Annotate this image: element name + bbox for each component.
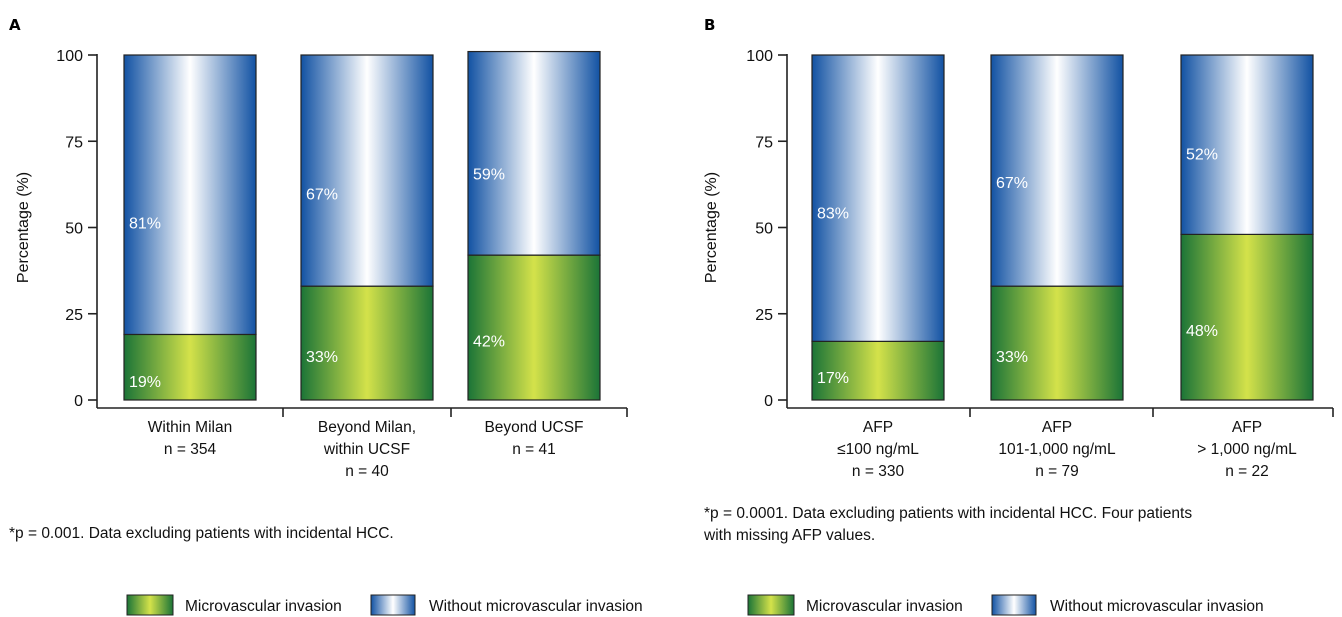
panel-label: B bbox=[704, 16, 715, 34]
x-category-label: AFP bbox=[1232, 419, 1262, 436]
y-axis-label: Percentage (%) bbox=[15, 172, 32, 283]
x-category-label: n = 41 bbox=[512, 441, 556, 458]
data-label-microvascular: 33% bbox=[306, 349, 338, 366]
x-category-label: n = 22 bbox=[1225, 463, 1269, 480]
y-tick-label: 0 bbox=[764, 393, 773, 410]
legend-b: Microvascular invasion Without microvascu… bbox=[747, 594, 1264, 616]
legend-a: Microvascular invasion Without microvascu… bbox=[126, 594, 643, 616]
data-label-without-microvascular: 81% bbox=[129, 216, 161, 233]
legend-label-without-microvascular: Without microvascular invasion bbox=[429, 598, 643, 615]
x-category-label: within UCSF bbox=[323, 441, 410, 458]
y-tick-label: 100 bbox=[746, 48, 773, 65]
y-tick-label: 75 bbox=[755, 134, 773, 151]
bar-without-microvascular-invasion bbox=[123, 54, 257, 336]
bar-without-microvascular-invasion bbox=[811, 54, 945, 342]
panel-a-chart: A Percentage (%) 0 25 50 75 100 19% 81% Within Mi… bbox=[9, 16, 628, 542]
x-category-label: Beyond Milan, bbox=[318, 419, 416, 436]
bar-microvascular-invasion bbox=[1180, 233, 1314, 401]
bar-microvascular-invasion bbox=[467, 254, 601, 401]
legend-swatch-microvascular bbox=[747, 594, 795, 616]
panel-b-chart: B Percentage (%) 0 25 50 75 100 17% 83% AFP ≤100 n… bbox=[703, 16, 1334, 544]
x-category-label: n = 354 bbox=[164, 441, 217, 458]
x-category-label: Within Milan bbox=[148, 419, 232, 436]
data-label-microvascular: 19% bbox=[129, 374, 161, 391]
x-category-label: n = 40 bbox=[345, 463, 389, 480]
y-tick-label: 50 bbox=[755, 221, 773, 238]
data-label-without-microvascular: 59% bbox=[473, 167, 505, 184]
data-label-without-microvascular: 83% bbox=[817, 205, 849, 222]
bar-microvascular-invasion bbox=[990, 285, 1124, 401]
y-tick-label: 0 bbox=[74, 393, 83, 410]
footnote: with missing AFP values. bbox=[703, 527, 875, 544]
legend-label-microvascular: Microvascular invasion bbox=[806, 598, 963, 615]
y-tick-label: 50 bbox=[65, 221, 83, 238]
legend-label-without-microvascular: Without microvascular invasion bbox=[1050, 598, 1264, 615]
data-label-without-microvascular: 67% bbox=[996, 175, 1028, 192]
data-label-microvascular: 33% bbox=[996, 349, 1028, 366]
bar-without-microvascular-invasion bbox=[467, 50, 601, 256]
bar-microvascular-invasion bbox=[811, 340, 945, 401]
bar-without-microvascular-invasion bbox=[300, 54, 434, 287]
y-tick-label: 25 bbox=[755, 307, 773, 324]
y-tick-label: 75 bbox=[65, 134, 83, 151]
bar-without-microvascular-invasion bbox=[1180, 54, 1314, 235]
footnote: *p = 0.0001. Data excluding patients wit… bbox=[704, 505, 1192, 522]
legend-label-microvascular: Microvascular invasion bbox=[185, 598, 342, 615]
x-category-label: n = 330 bbox=[852, 463, 905, 480]
data-label-microvascular: 17% bbox=[817, 370, 849, 387]
x-category-label: n = 79 bbox=[1035, 463, 1079, 480]
y-tick-label: 25 bbox=[65, 307, 83, 324]
legend-swatch-without-microvascular bbox=[991, 594, 1037, 616]
panel-label: A bbox=[9, 16, 21, 34]
data-label-microvascular: 42% bbox=[473, 334, 505, 351]
x-category-label: > 1,000 ng/mL bbox=[1197, 441, 1297, 458]
legend-swatch-without-microvascular bbox=[370, 594, 416, 616]
y-axis-label: Percentage (%) bbox=[703, 172, 720, 283]
x-category-label: AFP bbox=[1042, 419, 1072, 436]
y-tick-label: 100 bbox=[56, 48, 83, 65]
bar-microvascular-invasion bbox=[300, 285, 434, 401]
footnote: *p = 0.001. Data excluding patients with… bbox=[9, 525, 394, 542]
data-label-without-microvascular: 67% bbox=[306, 187, 338, 204]
x-category-label: Beyond UCSF bbox=[484, 419, 583, 436]
data-label-microvascular: 48% bbox=[1186, 323, 1218, 340]
x-category-label: AFP bbox=[863, 419, 893, 436]
data-label-without-microvascular: 52% bbox=[1186, 147, 1218, 164]
x-category-label: 101-1,000 ng/mL bbox=[998, 441, 1116, 458]
legend-swatch-microvascular bbox=[126, 594, 174, 616]
bar-without-microvascular-invasion bbox=[990, 54, 1124, 287]
x-category-label: ≤100 ng/mL bbox=[837, 441, 919, 458]
